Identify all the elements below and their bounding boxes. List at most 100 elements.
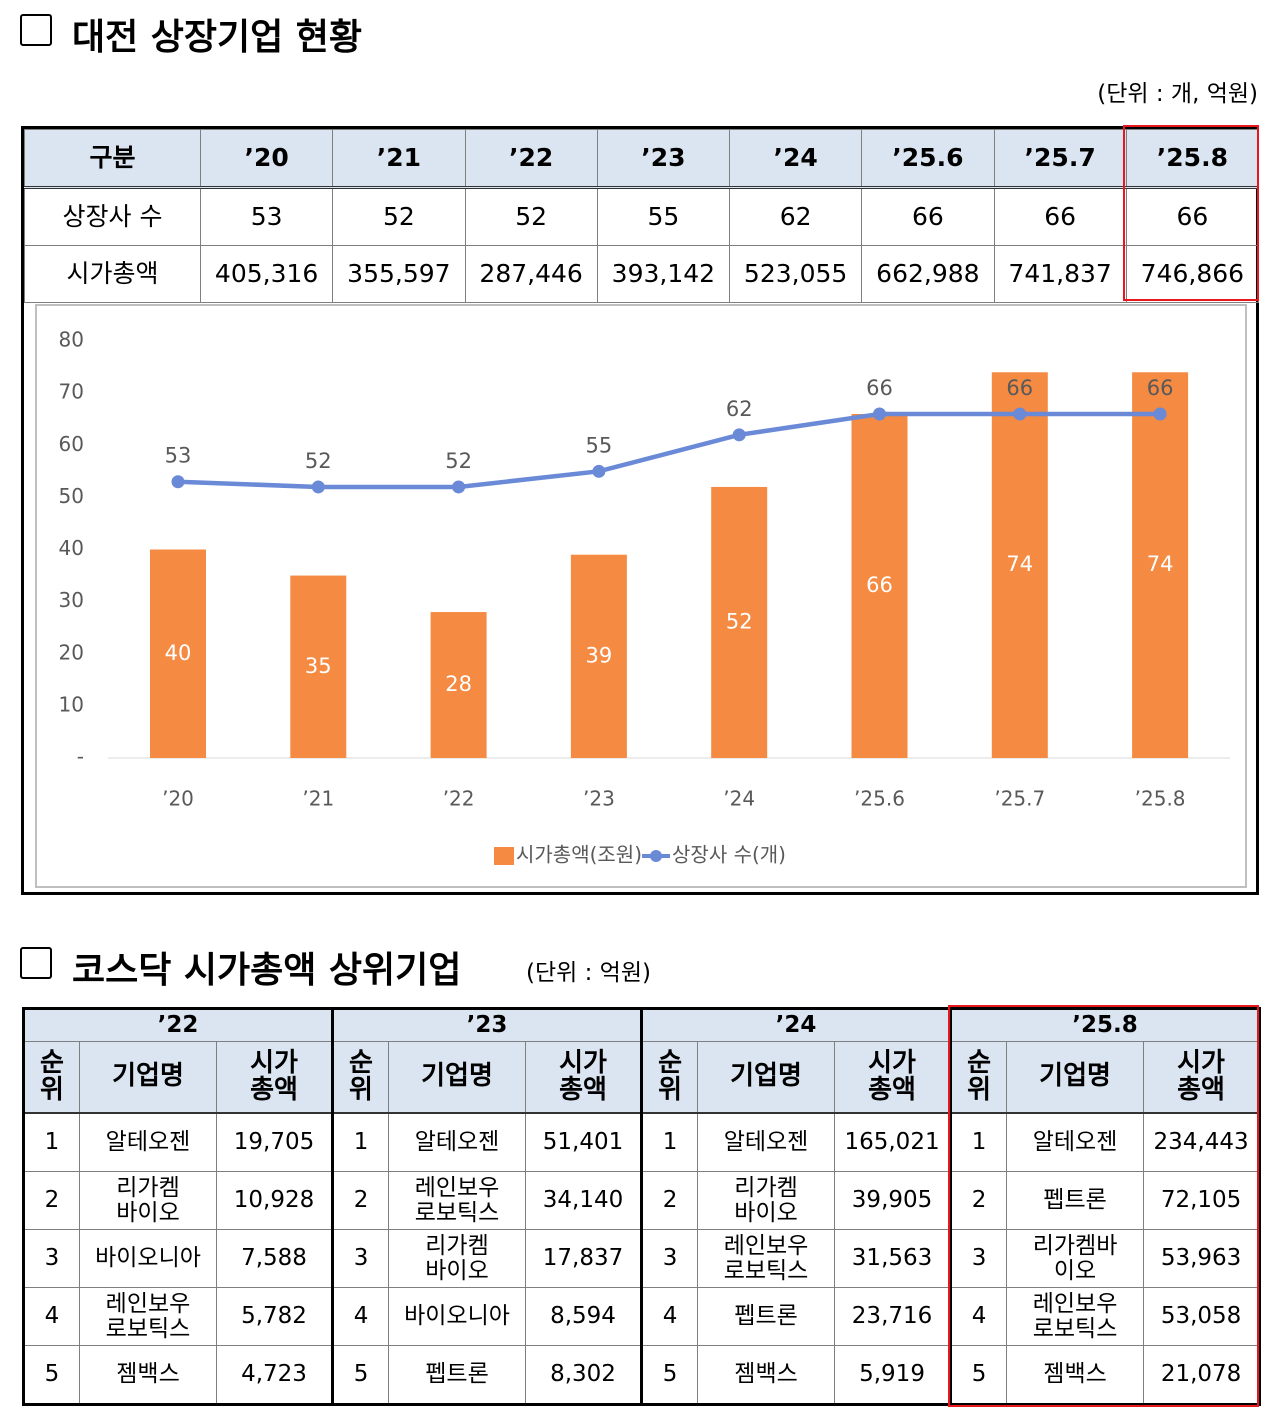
cell: 51,401 — [525, 1112, 643, 1172]
row: 상장사 수 53 52 52 55 62 66 66 66 — [24, 187, 1260, 246]
cell: 젬백스 — [79, 1345, 217, 1405]
marker — [171, 475, 185, 489]
legend-label: 시가총액(조원) — [516, 843, 642, 867]
cell: 287,446 — [464, 245, 598, 303]
cell: 393,142 — [596, 245, 731, 303]
checkbox — [20, 14, 52, 46]
chart: - 10 20 30 40 50 60 70 80 ’20 ’21 ’22 ’23 ’24 ’25.6 ’25… — [35, 304, 1247, 888]
cell: 레인보우 로보틱스 — [697, 1229, 836, 1288]
point-label: 53 — [165, 444, 192, 468]
line — [177, 411, 1161, 490]
cell: 5 — [23, 1345, 80, 1405]
column-header: 기업명 — [79, 1041, 217, 1114]
cell: 165,021 — [834, 1112, 952, 1172]
cell: 23,716 — [834, 1287, 952, 1346]
cell: 66 — [993, 187, 1127, 246]
column-header: 순 위 — [949, 1041, 1008, 1114]
cell: 5,919 — [834, 1345, 952, 1405]
point-label: 55 — [586, 433, 613, 457]
cell: 746,866 — [1125, 245, 1260, 303]
cell: 레인보우 로보틱스 — [79, 1287, 217, 1346]
bar-label: 39 — [586, 643, 613, 667]
cell: 알테오젠 — [388, 1112, 527, 1172]
cell: 17,837 — [525, 1229, 643, 1288]
cell: 523,055 — [728, 245, 863, 303]
column-header: 시가 총액 — [215, 1041, 334, 1114]
cell: 4,723 — [215, 1345, 334, 1405]
period: ’24 — [640, 1008, 952, 1042]
cell: 3 — [949, 1229, 1008, 1288]
header-cell: ’24 — [728, 129, 863, 189]
cell: 4 — [640, 1287, 699, 1346]
header-cell: ’20 — [199, 129, 334, 189]
x-tick-label: ’22 — [443, 787, 475, 811]
period: ’22 — [22, 1008, 334, 1042]
header-cell: ’25.7 — [993, 129, 1127, 189]
point-label: 62 — [726, 397, 753, 421]
header-cell: ’23 — [596, 129, 731, 189]
cell: 52 — [332, 187, 466, 246]
cell: 39,905 — [834, 1171, 952, 1230]
bar-label: 35 — [305, 654, 332, 678]
x-tick-label: ’20 — [162, 787, 194, 811]
point-label: 66 — [1006, 376, 1033, 400]
cell: 53,963 — [1143, 1229, 1261, 1288]
cell: 234,443 — [1143, 1112, 1261, 1172]
cell: 2 — [949, 1171, 1008, 1230]
cell: 2 — [23, 1171, 80, 1230]
cell: 알테오젠 — [79, 1112, 217, 1172]
x-tick-label: ’21 — [302, 787, 334, 811]
bar — [1132, 372, 1189, 758]
checkbox — [20, 947, 52, 979]
cell: 레인보우 로보틱스 — [388, 1171, 527, 1230]
column-header: 순 위 — [23, 1041, 80, 1114]
y-tick-label: 50 — [59, 484, 84, 508]
marker — [873, 407, 886, 421]
period: ’25.8 — [949, 1008, 1261, 1042]
highlight — [1123, 125, 1259, 301]
marker — [452, 480, 466, 494]
panel: 구분 ’20’21’22’23’24’25.6’25.7’25.8 상장사 수 53 5… — [21, 126, 1260, 895]
legend-label: 상장사 수(개) — [672, 843, 786, 867]
y-tick-label: - — [77, 745, 84, 769]
cell: 3 — [23, 1229, 80, 1288]
unit-note: (단위 : 개, 억원) — [1097, 81, 1258, 107]
cell: 34,140 — [525, 1171, 643, 1230]
row: 5 젬백스 4,723 5 펩트론 8,302 5 젬백스 5,919 5 젬백스 21,078 — [23, 1345, 1261, 1405]
cell: 2 — [640, 1171, 699, 1230]
bar-label: 74 — [1006, 552, 1033, 576]
marker — [1013, 407, 1027, 421]
y-tick-label: 20 — [59, 640, 84, 664]
header-cell: 구분 — [24, 129, 201, 189]
cell: 8,594 — [525, 1287, 643, 1346]
cell: 31,563 — [834, 1229, 952, 1288]
unit-note: (단위 : 억원) — [526, 960, 651, 986]
cell: 펩트론 — [388, 1345, 527, 1405]
bar — [290, 575, 347, 758]
cell: 리가켐 바이오 — [388, 1229, 527, 1288]
x-tick-label: ’25.6 — [854, 787, 905, 811]
bar-label: 74 — [1147, 552, 1174, 576]
point-label: 52 — [305, 449, 332, 473]
column-header: 기업명 — [697, 1041, 836, 1114]
row: 4 레인보우 로보틱스 5,782 4 바이오니아 8,594 4 펩트론 23,716 4 레인보… — [23, 1287, 1261, 1346]
cell: 5 — [640, 1345, 699, 1405]
cell: 알테오젠 — [1006, 1112, 1145, 1172]
bar — [851, 413, 908, 758]
x-tick-label: ’23 — [583, 787, 615, 811]
y-tick-label: 30 — [59, 588, 84, 612]
cell: 3 — [640, 1229, 699, 1288]
period: ’23 — [331, 1008, 643, 1042]
header-cell: ’25.6 — [861, 129, 995, 189]
cell: 66 — [1125, 187, 1260, 246]
row: 1 알테오젠 19,705 1 알테오젠 51,401 1 알테오젠 165,021 1 알테오젠 2… — [23, 1112, 1261, 1172]
x-tick-label: ’24 — [723, 787, 755, 811]
bar — [991, 372, 1048, 758]
cell: 7,588 — [215, 1229, 334, 1288]
point-label: 66 — [1147, 376, 1174, 400]
bar-label: 28 — [445, 672, 472, 696]
cell: 리가켐 바이오 — [79, 1171, 217, 1230]
y-tick-label: 70 — [59, 380, 84, 404]
cell: 펩트론 — [697, 1287, 836, 1346]
